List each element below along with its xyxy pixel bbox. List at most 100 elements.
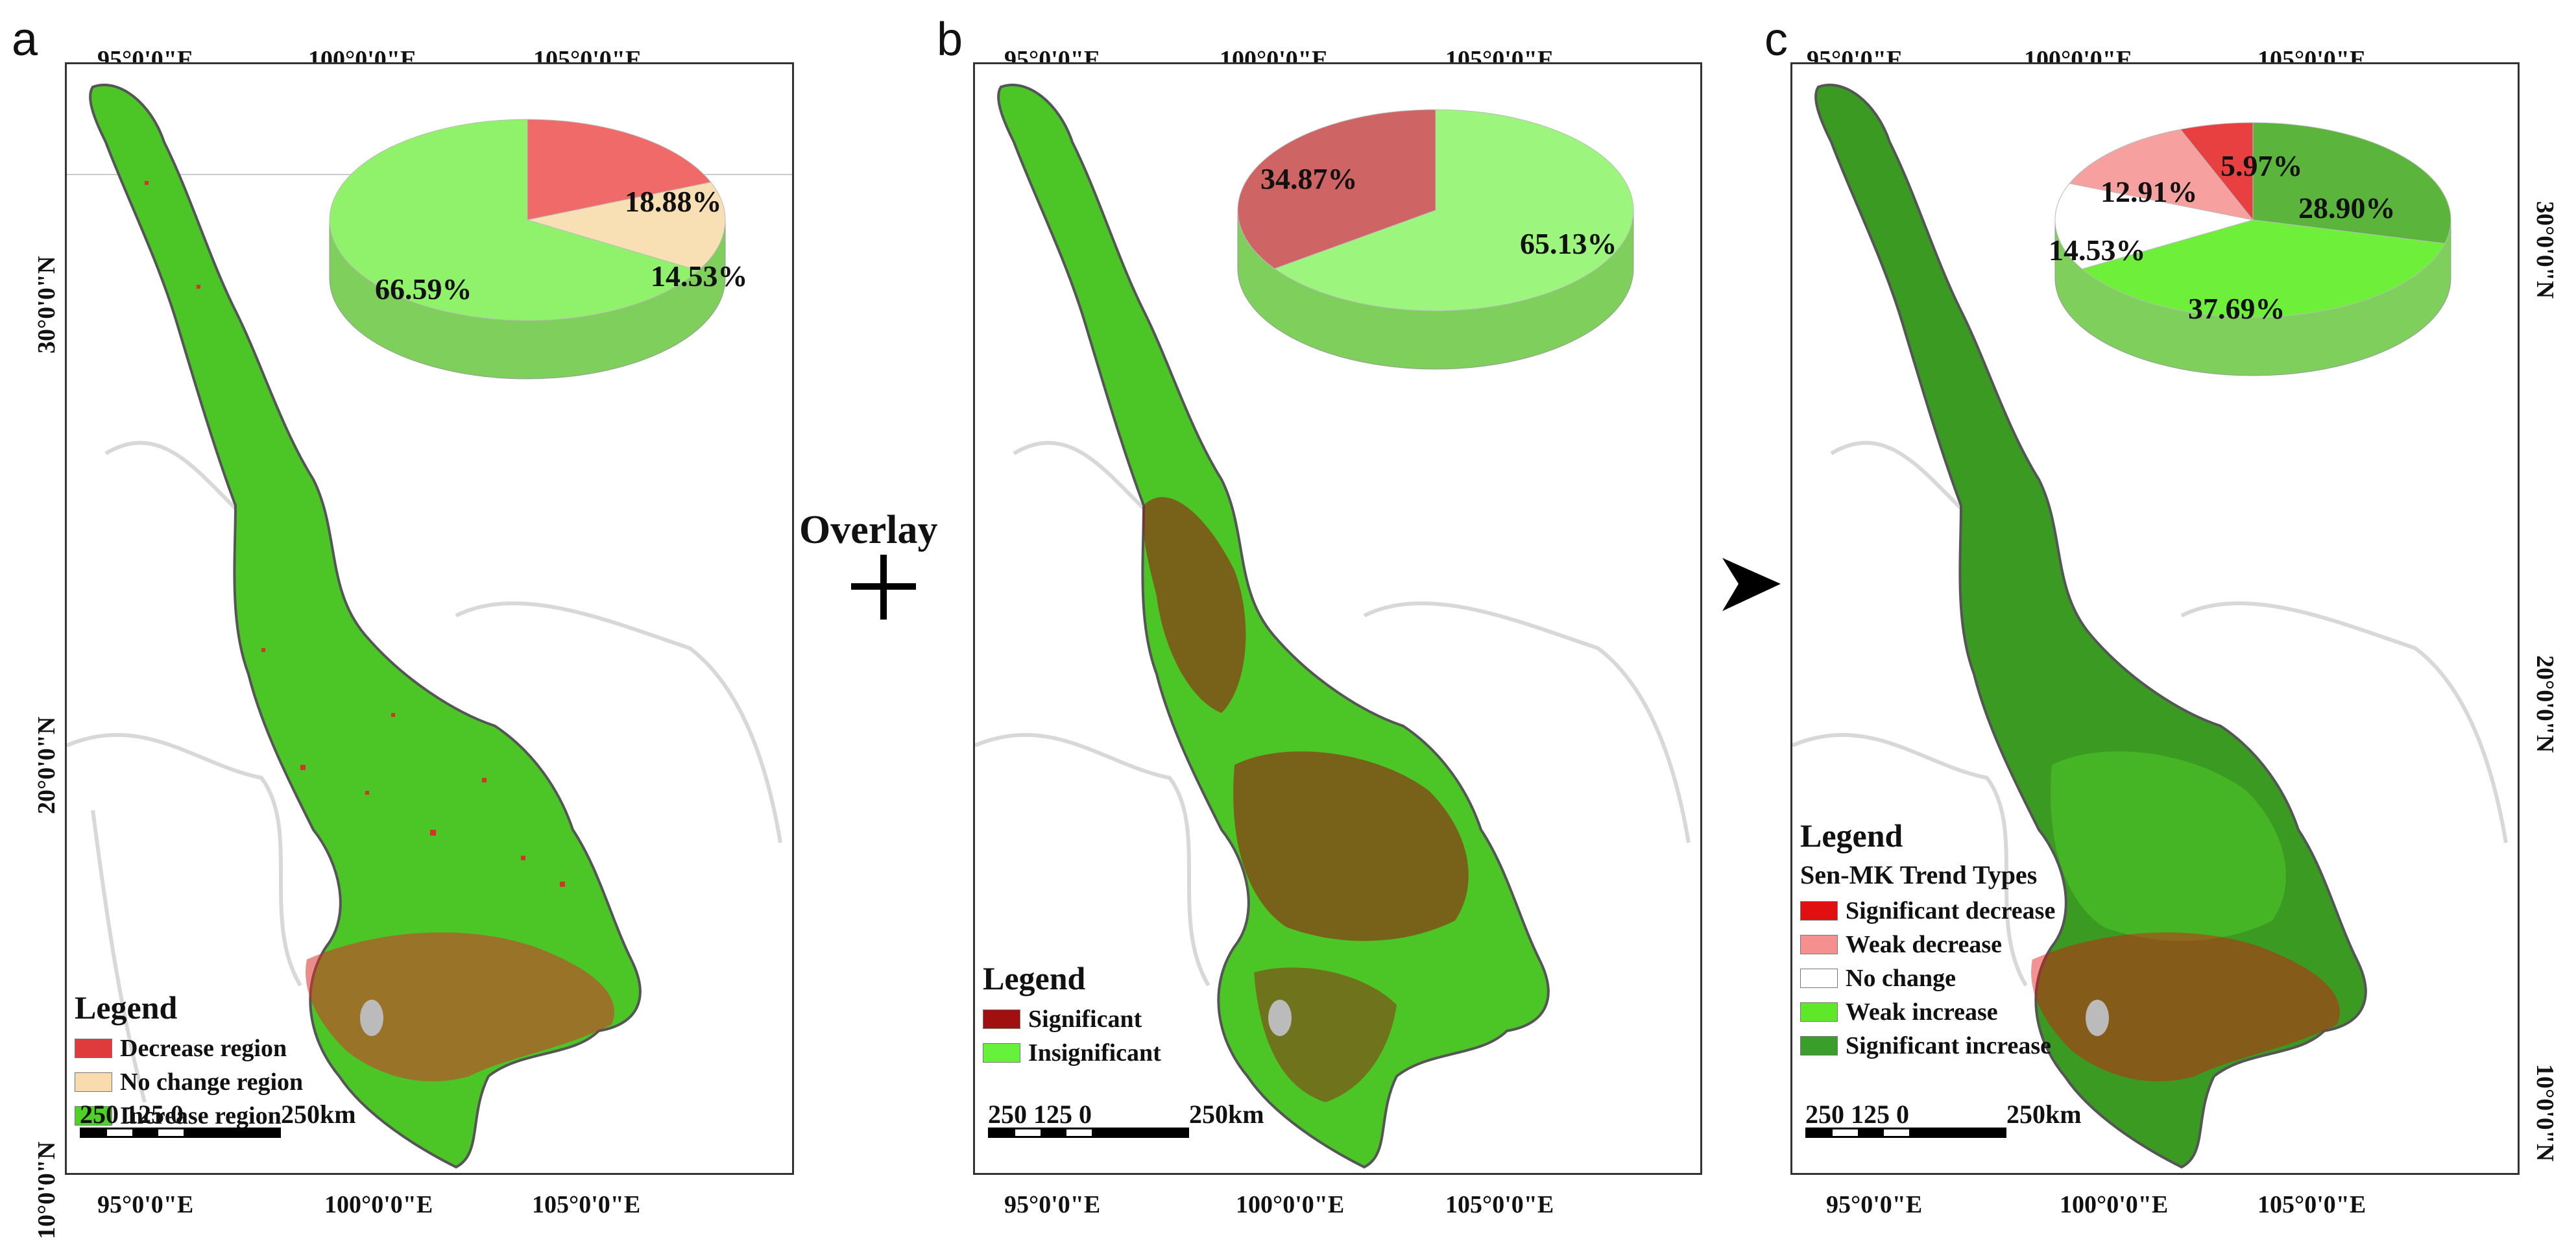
legend-swatch bbox=[1800, 1036, 1838, 1056]
legend-label: Insignificant bbox=[1028, 1039, 1161, 1067]
legend-b: Legend Significant Insignificant bbox=[983, 959, 1161, 1070]
scale-label: 0 bbox=[171, 1100, 184, 1129]
lon-tick-95-bottom-a: 95°0'0"E bbox=[97, 1191, 194, 1218]
lat-tick-20-right-c: 20°0'0"N bbox=[2531, 655, 2558, 753]
legend-swatch bbox=[1800, 1002, 1838, 1022]
scale-label: 250 bbox=[80, 1100, 119, 1129]
legend-swatch bbox=[75, 1072, 112, 1092]
scale-label: 250km bbox=[281, 1100, 356, 1129]
lon-tick-105-bottom-a: 105°0'0"E bbox=[532, 1191, 641, 1218]
legend-item: No change region bbox=[75, 1065, 303, 1099]
legend-label: Significant bbox=[1028, 1006, 1142, 1033]
legend-swatch bbox=[983, 1043, 1020, 1063]
panel-a-letter: a bbox=[12, 14, 38, 66]
lon-tick-95-bottom-b: 95°0'0"E bbox=[1004, 1191, 1101, 1218]
legend-label: Weak decrease bbox=[1846, 931, 2002, 958]
legend-label: No change bbox=[1846, 965, 1956, 992]
pie-chart-b bbox=[1237, 109, 1634, 370]
pie-label-c-4: 5.97% bbox=[2221, 149, 2303, 182]
map-panel-b: 65.13% 34.87% Legend Significant Insigni… bbox=[973, 62, 1702, 1175]
pie-slice bbox=[329, 119, 699, 321]
legend-item: Decrease region bbox=[75, 1032, 303, 1065]
legend-label: Increase region bbox=[120, 1102, 282, 1129]
lon-tick-100-bottom-c: 100°0'0"E bbox=[2060, 1191, 2169, 1218]
legend-title: Legend bbox=[983, 960, 1086, 996]
pie-slice bbox=[1273, 109, 1634, 311]
panel-b-letter: b bbox=[937, 14, 963, 66]
legend-swatch bbox=[1800, 935, 1838, 954]
pie-label-c-1: 37.69% bbox=[2188, 292, 2285, 325]
plus-icon bbox=[851, 555, 916, 620]
scale-bar bbox=[80, 1128, 281, 1138]
lon-tick-100-bottom-a: 100°0'0"E bbox=[324, 1191, 433, 1218]
panel-c-letter: c bbox=[1764, 14, 1788, 66]
pie-label-b-1: 34.87% bbox=[1260, 162, 1358, 195]
lat-tick-30-right-c: 30°0'0"N bbox=[2531, 201, 2558, 299]
legend-title: Legend bbox=[75, 989, 178, 1026]
legend-item: Significant increase bbox=[1800, 1029, 2055, 1063]
legend-item: Significant bbox=[983, 1002, 1161, 1036]
scalebar-c: 250 125 0 250km bbox=[1805, 1099, 2091, 1138]
legend-item: Weak increase bbox=[1800, 995, 2055, 1029]
legend-a: Legend Decrease region No change region … bbox=[75, 989, 303, 1133]
pie-slice bbox=[2180, 122, 2254, 221]
legend-label: No change region bbox=[120, 1068, 304, 1096]
pie-label-a-0: 18.88% bbox=[625, 185, 722, 218]
pie-label-a-2: 66.59% bbox=[375, 272, 472, 306]
scale-label: 125 bbox=[125, 1100, 164, 1129]
pie-label-c-2: 14.53% bbox=[2049, 234, 2146, 267]
pie-label-b-0: 65.13% bbox=[1520, 227, 1617, 260]
lat-tick-10-right-c: 10°0'0"N bbox=[2531, 1064, 2558, 1162]
legend-swatch bbox=[75, 1106, 112, 1126]
pie-slice bbox=[2054, 183, 2254, 270]
scale-label: 250 bbox=[1805, 1100, 1844, 1129]
legend-item: Increase region bbox=[75, 1099, 303, 1133]
legend-label: Significant increase bbox=[1846, 1032, 2052, 1059]
lat-tick-30-left-a: 30°0'0"N bbox=[33, 256, 60, 354]
map-panel-a: 18.88% 14.53% 66.59% Legend Decrease reg… bbox=[65, 62, 794, 1175]
pie-slice bbox=[1237, 109, 1436, 269]
scale-label: 250 bbox=[988, 1100, 1027, 1129]
scale-label: 250km bbox=[1189, 1100, 1264, 1129]
lat-tick-20-left-a: 20°0'0"N bbox=[33, 716, 60, 814]
overlay-label: Overlay bbox=[799, 508, 938, 552]
scalebar-b: 250 125 0 250km bbox=[988, 1099, 1273, 1138]
legend-item: No change bbox=[1800, 961, 2055, 995]
scale-label: 125 bbox=[1033, 1100, 1072, 1129]
pie-chart-a bbox=[329, 119, 726, 380]
arrow-right-icon bbox=[1722, 558, 1781, 611]
lon-tick-105-bottom-b: 105°0'0"E bbox=[1445, 1191, 1554, 1218]
lon-tick-105-bottom-c: 105°0'0"E bbox=[2257, 1191, 2366, 1218]
legend-swatch bbox=[1800, 901, 1838, 921]
pie-label-c-0: 28.90% bbox=[2298, 191, 2396, 224]
lon-tick-100-bottom-b: 100°0'0"E bbox=[1236, 1191, 1345, 1218]
pie-slice bbox=[2069, 128, 2254, 221]
scale-bar bbox=[1805, 1128, 2006, 1138]
legend-label: Decrease region bbox=[120, 1035, 287, 1062]
legend-swatch bbox=[983, 1009, 1020, 1029]
pie-chart-c bbox=[2054, 122, 2451, 376]
scalebar-a: 250 125 0 250km bbox=[80, 1099, 365, 1138]
pie-slice bbox=[2081, 219, 2446, 318]
legend-subtitle: Sen-MK Trend Types bbox=[1800, 860, 2038, 889]
basin-map-b bbox=[975, 83, 1691, 1169]
pie-label-a-1: 14.53% bbox=[651, 259, 748, 293]
legend-title: Legend bbox=[1800, 817, 1903, 854]
legend-label: Significant decrease bbox=[1846, 897, 2056, 924]
scale-label: 0 bbox=[1079, 1100, 1092, 1129]
legend-swatch bbox=[1800, 969, 1838, 988]
legend-item: Insignificant bbox=[983, 1036, 1161, 1070]
pie-slice bbox=[2252, 122, 2451, 244]
scale-bar bbox=[988, 1128, 1189, 1138]
lon-tick-95-bottom-c: 95°0'0"E bbox=[1826, 1191, 1923, 1218]
pie-slice bbox=[527, 119, 712, 221]
scale-label: 125 bbox=[1851, 1100, 1890, 1129]
legend-c: Legend Sen-MK Trend Types Significant de… bbox=[1800, 817, 2055, 1063]
lat-tick-10-left-a: 10°0'0"N bbox=[33, 1141, 60, 1239]
legend-item: Weak decrease bbox=[1800, 928, 2055, 961]
scale-label: 250km bbox=[2006, 1100, 2082, 1129]
pie-label-c-3: 12.91% bbox=[2101, 175, 2198, 208]
basin-map-a bbox=[67, 83, 792, 1169]
pie-slice bbox=[527, 182, 726, 271]
basin-map-c bbox=[1792, 83, 2508, 1169]
